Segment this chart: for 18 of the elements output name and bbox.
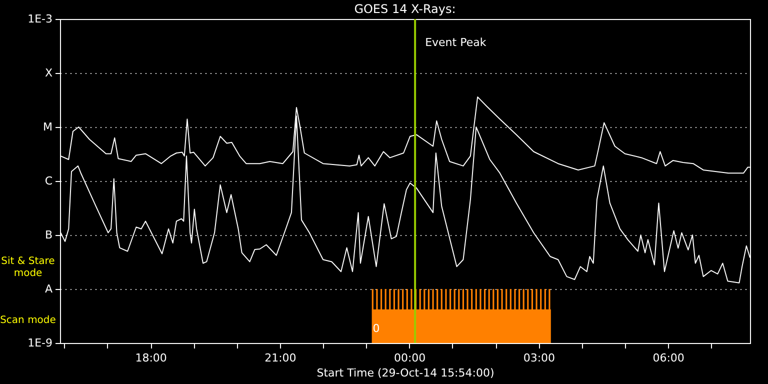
y-tick-label: B <box>44 228 52 242</box>
x-tick-label: 00:00 <box>394 352 426 364</box>
x-tick-label: 06:00 <box>652 352 684 364</box>
y-tick-label: 1E-3 <box>28 12 52 26</box>
y-tick-label: X <box>44 66 53 80</box>
x-tick-label: 21:00 <box>264 352 296 364</box>
chart-title: GOES 14 X-Rays: <box>354 2 456 16</box>
y-tick-label: 1E-9 <box>28 336 52 350</box>
y-tick-label: C <box>44 174 53 188</box>
y-tick-label: M <box>43 120 52 134</box>
text: Scan mode <box>0 315 56 326</box>
y-tick-label: A <box>44 282 53 296</box>
x-tick-label: 03:00 <box>523 352 556 364</box>
ref-line-label: Event Peak <box>425 36 487 49</box>
x-tick-label: 18:00 <box>135 352 167 364</box>
x-axis-title: Start Time (29-Oct-14 15:54:00) <box>316 366 494 380</box>
text: Sit & Stare mode <box>1 256 55 279</box>
annotation: 0 <box>372 322 380 336</box>
